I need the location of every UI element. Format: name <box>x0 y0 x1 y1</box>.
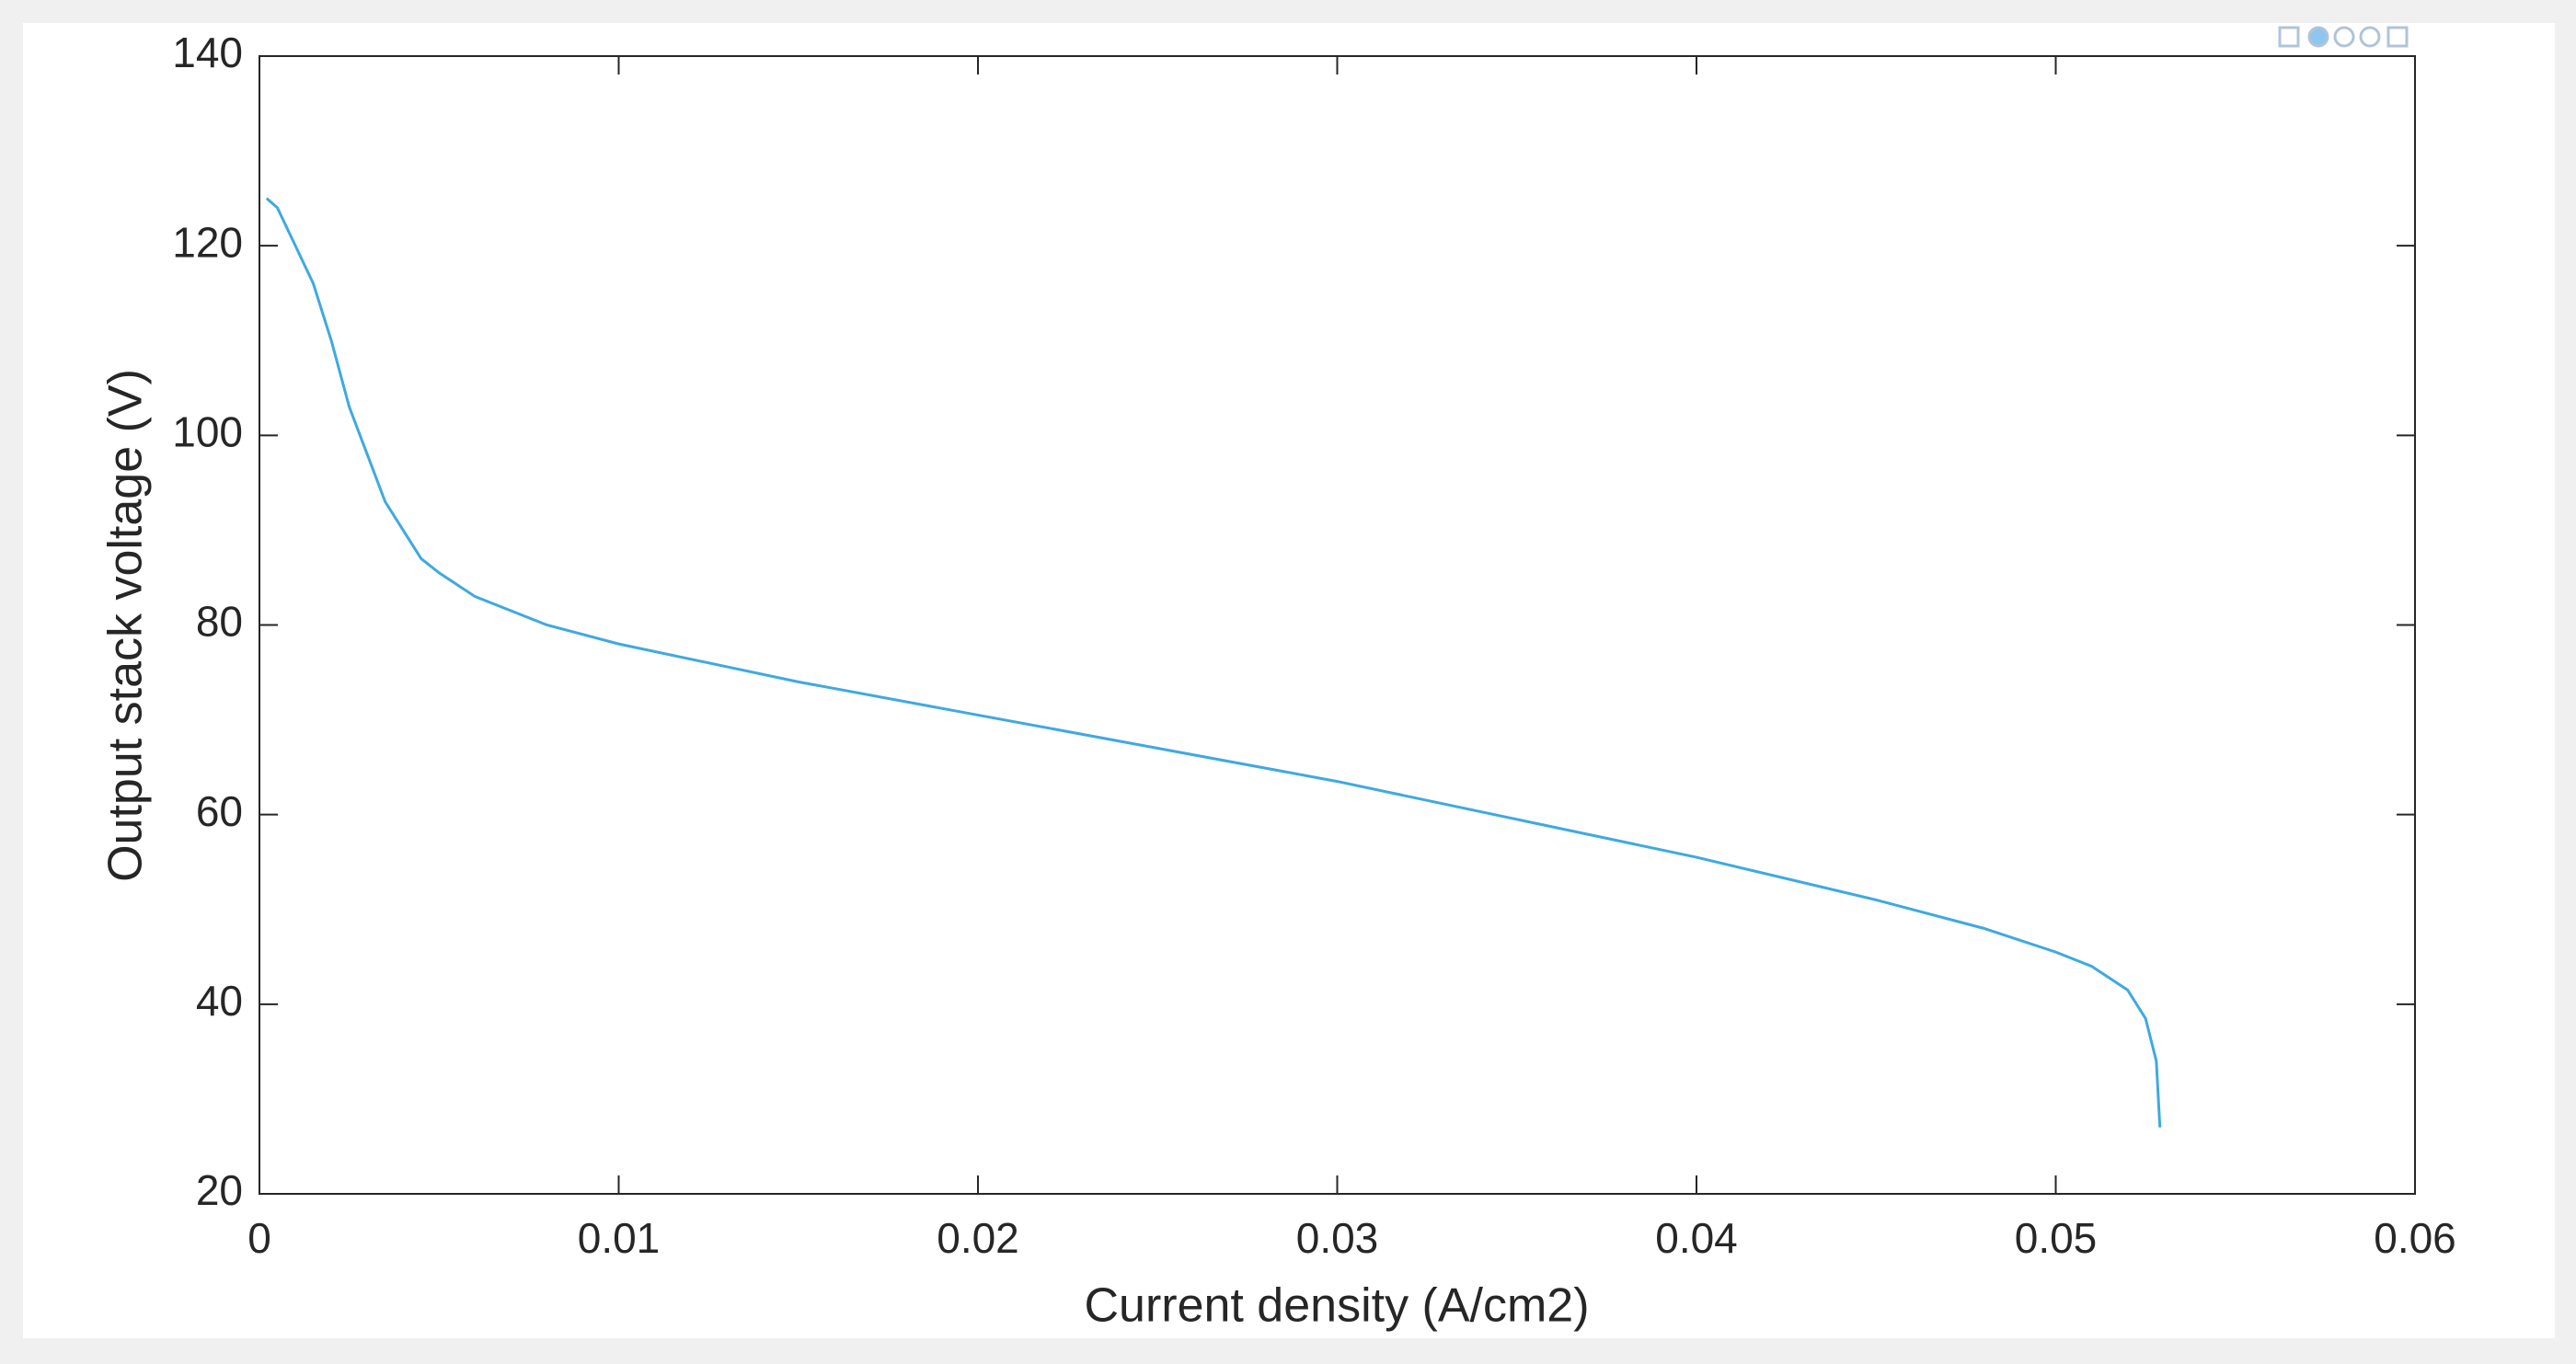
toolbar-icon[interactable] <box>2278 26 2300 48</box>
y-tick-label: 100 <box>172 407 243 455</box>
toolbar-icon[interactable] <box>2359 26 2381 48</box>
toolbar[interactable] <box>2278 26 2409 48</box>
y-tick-label: 60 <box>196 787 243 835</box>
x-tick-label: 0.06 <box>2374 1214 2456 1262</box>
data-line <box>265 197 2162 1128</box>
toolbar-icon[interactable] <box>2307 26 2329 48</box>
toolbar-icon[interactable] <box>2386 26 2409 48</box>
y-tick-label: 120 <box>172 218 243 266</box>
x-tick-label: 0.04 <box>1655 1214 1738 1262</box>
y-axis-label: Output stack voltage (V) <box>99 369 153 882</box>
x-tick-label: 0.05 <box>2015 1214 2098 1262</box>
x-tick-label: 0.02 <box>937 1214 1019 1262</box>
x-axis-label: Current density (A/cm2) <box>1084 1279 1589 1333</box>
y-tick-label: 140 <box>172 29 243 76</box>
x-tick-label: 0 <box>247 1214 271 1262</box>
x-tick-label: 0.03 <box>1296 1214 1379 1262</box>
axes-box <box>259 55 2416 1195</box>
y-tick-label: 40 <box>196 977 243 1025</box>
y-tick-label: 20 <box>196 1166 243 1214</box>
y-tick-label: 80 <box>196 598 243 646</box>
x-tick-label: 0.01 <box>578 1214 661 1262</box>
toolbar-icon[interactable] <box>2333 26 2355 48</box>
